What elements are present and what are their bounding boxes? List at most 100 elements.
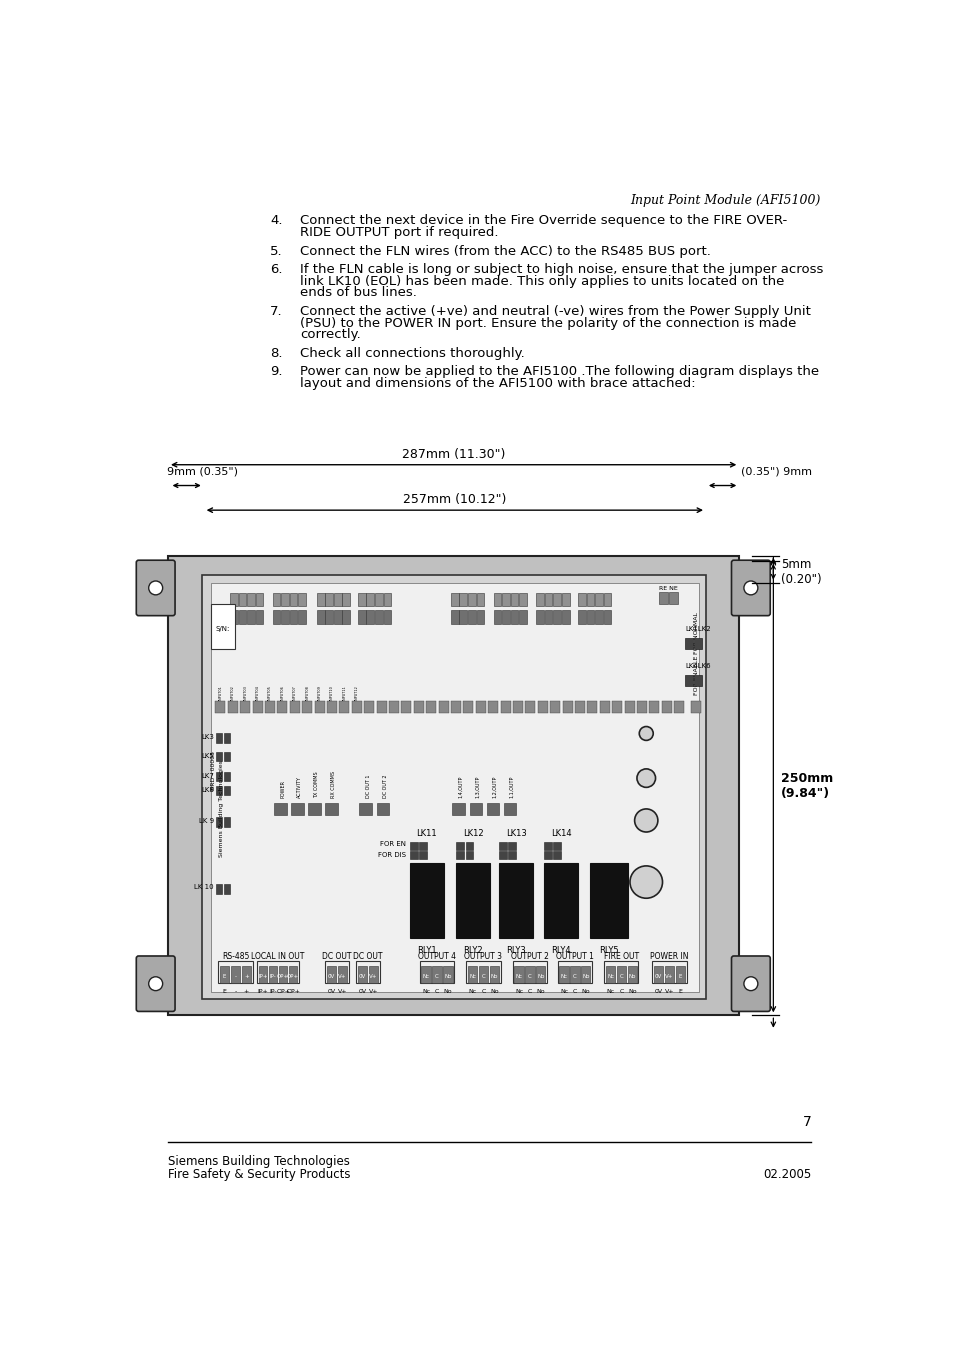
- Text: DC OUT: DC OUT: [322, 952, 352, 962]
- Bar: [290, 593, 297, 605]
- Bar: [498, 851, 506, 859]
- Text: RX COMMS: RX COMMS: [331, 771, 336, 798]
- Bar: [675, 966, 684, 984]
- Bar: [432, 966, 441, 984]
- Bar: [247, 611, 254, 624]
- Text: 287mm (11.30"): 287mm (11.30"): [401, 449, 505, 461]
- Text: correctly.: correctly.: [299, 328, 360, 342]
- Bar: [247, 593, 254, 605]
- Text: E: E: [678, 989, 681, 994]
- Bar: [694, 676, 701, 686]
- Bar: [553, 611, 560, 624]
- Text: 5mm
(0.20"): 5mm (0.20"): [781, 558, 821, 586]
- Bar: [241, 966, 251, 984]
- Text: V+: V+: [338, 974, 346, 979]
- Bar: [561, 611, 569, 624]
- Bar: [624, 701, 634, 713]
- Bar: [168, 557, 739, 1016]
- Text: 0V: 0V: [327, 989, 335, 994]
- Bar: [215, 701, 225, 713]
- Bar: [314, 701, 324, 713]
- Bar: [277, 701, 287, 713]
- Bar: [543, 863, 578, 939]
- Bar: [401, 701, 411, 713]
- Text: INPUT07: INPUT07: [293, 685, 296, 700]
- Text: LK13: LK13: [505, 830, 526, 838]
- Circle shape: [743, 977, 757, 990]
- Text: No: No: [628, 974, 636, 979]
- Text: (0.35") 9mm: (0.35") 9mm: [740, 466, 811, 477]
- Text: No: No: [537, 974, 544, 979]
- Text: No: No: [443, 989, 452, 994]
- Text: OP+: OP+: [286, 989, 300, 994]
- Text: Nc: Nc: [422, 974, 429, 979]
- Bar: [298, 611, 306, 624]
- Bar: [550, 701, 559, 713]
- Bar: [465, 851, 473, 859]
- Bar: [325, 593, 333, 605]
- Bar: [316, 611, 324, 624]
- Bar: [488, 701, 497, 713]
- Text: C: C: [573, 974, 577, 979]
- Bar: [599, 701, 609, 713]
- Bar: [316, 593, 324, 605]
- Bar: [216, 817, 222, 827]
- Text: -: -: [234, 989, 236, 994]
- Bar: [536, 966, 545, 984]
- Text: C: C: [435, 989, 438, 994]
- Bar: [281, 593, 289, 605]
- Bar: [426, 701, 436, 713]
- Text: 1,2,OUTP: 1,2,OUTP: [492, 775, 497, 798]
- Text: DC OUT 1: DC OUT 1: [365, 774, 370, 798]
- Text: LK4LK6: LK4LK6: [684, 663, 710, 669]
- Text: 257mm (10.12"): 257mm (10.12"): [403, 493, 506, 507]
- Text: Siemens Building Technologies: Siemens Building Technologies: [219, 761, 224, 858]
- Text: FOR DIS: FOR DIS: [377, 852, 406, 858]
- Bar: [238, 593, 246, 605]
- Text: INPUT03: INPUT03: [243, 685, 247, 700]
- Text: INPUT11: INPUT11: [342, 685, 346, 700]
- Bar: [518, 611, 526, 624]
- Bar: [230, 593, 237, 605]
- Text: INPUT01: INPUT01: [218, 685, 222, 700]
- Bar: [325, 962, 348, 984]
- Bar: [558, 966, 568, 984]
- Text: Nc: Nc: [515, 989, 523, 994]
- Text: C: C: [435, 974, 438, 979]
- Bar: [342, 593, 350, 605]
- Bar: [498, 842, 506, 850]
- Text: 0V: 0V: [358, 974, 366, 979]
- Bar: [486, 802, 498, 815]
- Text: No: No: [581, 974, 589, 979]
- Bar: [357, 966, 367, 984]
- Text: Input Point Module (AFI5100): Input Point Module (AFI5100): [630, 195, 820, 208]
- Text: No: No: [444, 974, 451, 979]
- Bar: [389, 701, 398, 713]
- Text: C: C: [572, 989, 577, 994]
- Text: Nc: Nc: [559, 989, 568, 994]
- Bar: [308, 802, 320, 815]
- Text: IP-: IP-: [269, 989, 276, 994]
- Text: LK11: LK11: [416, 830, 436, 838]
- Bar: [418, 851, 427, 859]
- Text: LK8: LK8: [201, 786, 213, 793]
- Text: OP+: OP+: [276, 989, 290, 994]
- Text: OUTPUT 2: OUTPUT 2: [511, 952, 548, 962]
- Text: C: C: [481, 974, 485, 979]
- Bar: [493, 593, 500, 605]
- Bar: [510, 611, 517, 624]
- Bar: [694, 638, 701, 648]
- Text: V+: V+: [368, 989, 377, 994]
- Text: ends of bus lines.: ends of bus lines.: [299, 286, 416, 300]
- Text: INPUT02: INPUT02: [231, 685, 234, 700]
- Bar: [627, 966, 637, 984]
- Bar: [493, 611, 500, 624]
- FancyBboxPatch shape: [136, 957, 174, 1012]
- Bar: [580, 966, 590, 984]
- Text: Connect the FLN wires (from the ACC) to the RS485 BUS port.: Connect the FLN wires (from the ACC) to …: [299, 245, 710, 258]
- Text: INPUT09: INPUT09: [317, 685, 321, 700]
- Text: 7.: 7.: [270, 304, 283, 317]
- Bar: [503, 802, 516, 815]
- Text: POWER IN: POWER IN: [650, 952, 688, 962]
- Bar: [224, 771, 230, 781]
